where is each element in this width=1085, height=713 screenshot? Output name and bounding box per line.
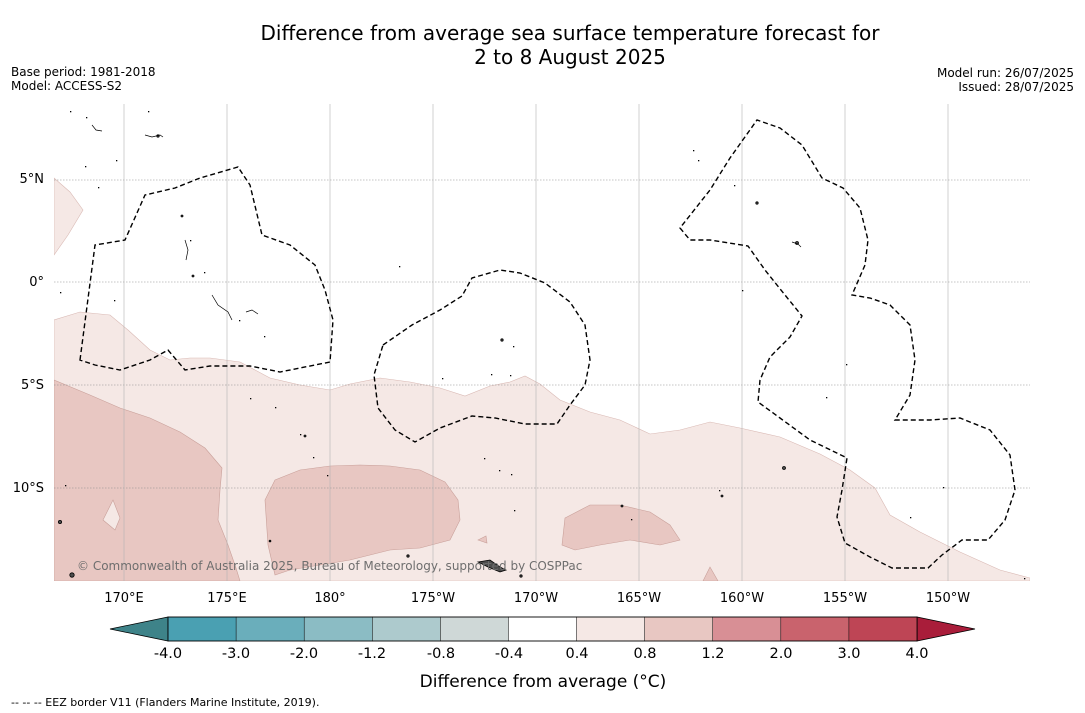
atoll — [91, 124, 103, 132]
run-info: Model run: 26/07/2025 Issued: 28/07/2025 — [937, 66, 1074, 94]
colorbar-segment — [235, 616, 305, 642]
lat-label: 0° — [29, 275, 44, 290]
island — [303, 434, 307, 438]
colorbar-segment — [372, 616, 441, 642]
colorbar-tick: -0.8 — [427, 646, 455, 662]
colorbar-tick: -2.0 — [290, 646, 318, 662]
island — [180, 214, 184, 218]
colorbar-tick: -4.0 — [154, 646, 182, 662]
eez-border-west — [79, 166, 334, 373]
atoll — [184, 239, 189, 261]
island — [755, 201, 759, 205]
colorbar-segment — [508, 616, 578, 642]
colorbar-tick: 0.8 — [633, 646, 656, 662]
island — [782, 466, 786, 470]
colorbar-tick: 1.2 — [701, 646, 724, 662]
lat-label: 5°N — [20, 172, 45, 187]
longitude-labels: 170°E 175°E 180° 175°W 170°W 165°W 160°W… — [104, 591, 970, 606]
island — [69, 572, 75, 578]
eez-borders — [79, 119, 1016, 569]
atoll — [211, 294, 233, 321]
copyright-notice: © Commonwealth of Australia 2025, Bureau… — [77, 559, 582, 573]
colorbar-under-arrow — [109, 616, 169, 642]
issued-date: Issued: 28/07/2025 — [958, 80, 1074, 94]
colorbar-segment — [780, 616, 850, 642]
anomaly-region-light-north — [54, 177, 84, 256]
colorbar-tick: -3.0 — [222, 646, 250, 662]
lon-label: 155°W — [823, 591, 867, 606]
title-line-2: 2 to 8 August 2025 — [474, 45, 666, 69]
atoll — [245, 309, 259, 315]
islets — [60, 111, 1026, 580]
colorbar-tick: -0.4 — [495, 646, 523, 662]
atoll — [791, 241, 802, 248]
colorbar-tick: 4.0 — [905, 646, 928, 662]
map-area: © Commonwealth of Australia 2025, Bureau… — [54, 104, 1030, 581]
title-line-1: Difference from average sea surface temp… — [260, 21, 880, 45]
colorbar-tick: 2.0 — [769, 646, 792, 662]
island — [476, 559, 508, 573]
island — [620, 504, 624, 508]
lon-label: 170°W — [514, 591, 558, 606]
colorbar-over-arrow — [916, 616, 976, 642]
lon-label: 150°W — [926, 591, 970, 606]
latitude-labels: 5°N 0° 5°S 10°S — [13, 172, 44, 496]
lon-label: 175°E — [207, 591, 247, 606]
colorbar-tick-labels: -4.0 -3.0 -2.0 -1.2 -0.8 -0.4 0.4 0.8 1.… — [154, 646, 929, 662]
island — [720, 494, 724, 498]
colorbar-label: Difference from average (°C) — [420, 672, 667, 692]
lon-label: 165°W — [617, 591, 661, 606]
atoll — [144, 134, 164, 138]
colorbar: -4.0 -3.0 -2.0 -1.2 -0.8 -0.4 0.4 0.8 1.… — [109, 616, 976, 692]
model-name: Model: ACCESS-S2 — [11, 79, 123, 93]
eez-border-central — [373, 269, 591, 443]
anomaly-spot-bottom — [702, 566, 719, 581]
model-info: Base period: 1981-2018 Model: ACCESS-S2 — [11, 65, 156, 93]
anomaly-spot-small — [477, 535, 488, 544]
colorbar-segment — [712, 616, 782, 642]
model-run-date: Model run: 26/07/2025 — [936, 66, 1074, 80]
base-period: Base period: 1981-2018 — [11, 65, 156, 79]
eez-legend-note: -- -- -- EEZ border V11 (Flanders Marine… — [11, 696, 320, 709]
colorbar-segments — [167, 616, 918, 642]
colorbar-tick: 3.0 — [837, 646, 860, 662]
colorbar-tick: -1.2 — [358, 646, 386, 662]
colorbar-segment — [644, 616, 714, 642]
island — [191, 274, 195, 278]
colorbar-segment — [440, 616, 509, 642]
lon-label: 175°W — [411, 591, 455, 606]
colorbar-segment — [167, 616, 237, 642]
lat-label: 5°S — [21, 378, 44, 393]
island — [519, 574, 523, 578]
lon-label: 180° — [314, 591, 345, 606]
gridlines — [54, 104, 1030, 581]
lon-label: 170°E — [104, 591, 144, 606]
atolls — [91, 124, 802, 321]
island — [406, 554, 410, 558]
colorbar-segment — [303, 616, 373, 642]
anomaly-region-medium-central — [264, 464, 461, 576]
island — [500, 338, 504, 342]
anomaly-region-medium-west — [54, 379, 241, 581]
map-title: Difference from average sea surface temp… — [0, 21, 1085, 69]
colorbar-tick: 0.4 — [565, 646, 588, 662]
island — [268, 539, 272, 543]
anomaly-region-medium-east — [561, 504, 681, 551]
colorbar-segment — [848, 616, 918, 642]
eez-border-east — [679, 119, 1016, 569]
anomaly-hole-west — [102, 499, 121, 531]
lon-label: 160°W — [720, 591, 764, 606]
colorbar-segment — [576, 616, 646, 642]
lat-label: 10°S — [13, 481, 44, 496]
islands — [58, 134, 799, 578]
island — [58, 520, 63, 525]
